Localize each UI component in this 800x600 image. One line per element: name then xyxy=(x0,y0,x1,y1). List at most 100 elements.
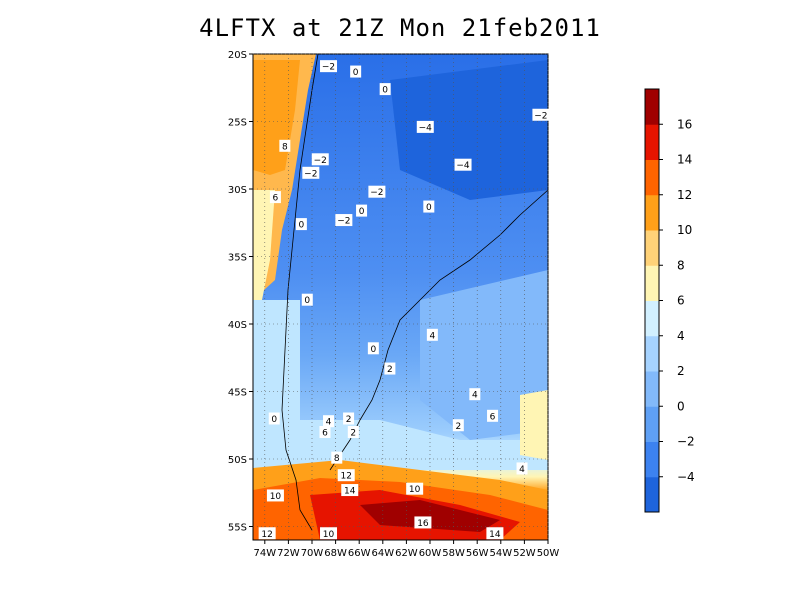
contour-label-text: 2 xyxy=(346,415,352,425)
contour-label-box xyxy=(269,191,281,204)
contour-label: 0 xyxy=(301,293,313,306)
contour-label: 4 xyxy=(426,328,438,341)
colorbar-swatch xyxy=(645,89,659,125)
field-region-south-core xyxy=(360,500,500,532)
contour-label-text: −4 xyxy=(456,161,470,171)
colorbar-swatch xyxy=(645,124,659,160)
colorbar-swatch xyxy=(645,265,659,301)
colorbar-swatch xyxy=(645,406,659,442)
contour-label-text: −2 xyxy=(314,156,327,166)
contour-label: −4 xyxy=(454,158,472,171)
contour-label-box xyxy=(379,83,391,96)
contour-label: 6 xyxy=(269,191,281,204)
lon-tick-label: 50W xyxy=(537,548,560,559)
contour-label-text: 2 xyxy=(387,365,393,375)
contour-label-text: 0 xyxy=(271,415,277,425)
contour-label-text: 0 xyxy=(299,221,305,231)
grid-lines xyxy=(253,53,549,540)
contour-label-box xyxy=(423,200,435,213)
contour-label-text: 14 xyxy=(344,487,356,497)
lon-tick-label: 66W xyxy=(348,548,371,559)
contour-label-text: 8 xyxy=(334,454,340,464)
colorbar-label: 2 xyxy=(677,364,685,378)
colorbar-label: 16 xyxy=(677,117,692,131)
map-field xyxy=(253,54,548,540)
contour-label-box xyxy=(302,166,320,179)
colorbar-label: 14 xyxy=(677,153,692,167)
contour-label-box xyxy=(516,462,528,475)
contour-label: 4 xyxy=(323,415,335,428)
contour-label: 2 xyxy=(384,362,396,375)
lon-tick-label: 54W xyxy=(489,548,512,559)
contour-label: 2 xyxy=(452,419,464,432)
contour-label-box xyxy=(367,342,379,355)
contour-label-text: 8 xyxy=(282,142,288,152)
contour-label: 0 xyxy=(268,412,280,425)
contour-label-text: 2 xyxy=(455,422,461,432)
lon-tick-label: 70W xyxy=(301,548,324,559)
contour-label-box xyxy=(384,362,396,375)
contour-label-text: 0 xyxy=(382,86,388,96)
contour-label: 14 xyxy=(486,527,504,540)
contour-label-text: 0 xyxy=(370,345,376,355)
contour-label-box xyxy=(320,527,338,540)
contour-label-text: −2 xyxy=(370,188,383,198)
contour-label-box xyxy=(319,426,331,438)
field-region-east-lightblue xyxy=(420,270,548,440)
contour-label-box xyxy=(323,415,335,428)
contour-label: 6 xyxy=(319,426,331,439)
contour-label-text: 4 xyxy=(472,391,478,401)
field-region-southeast-cream xyxy=(520,390,548,460)
contour-label: −2 xyxy=(320,60,338,73)
contour-label-text: 0 xyxy=(359,207,365,217)
lon-tick-label: 62W xyxy=(395,548,418,559)
contour-label-box xyxy=(452,419,464,432)
contour-label-box xyxy=(343,412,355,425)
contour-label: 8 xyxy=(279,139,291,152)
colorbar-label: 0 xyxy=(677,399,685,413)
contour-label-text: −4 xyxy=(419,123,433,133)
lat-tick-label: 50S xyxy=(228,455,247,466)
lat-tick-label: 35S xyxy=(228,253,247,264)
contour-label: 6 xyxy=(487,409,499,422)
contour-label: 0 xyxy=(356,204,368,217)
lat-tick-label: 30S xyxy=(228,185,247,196)
colorbar-label: 8 xyxy=(677,258,685,272)
colorbar-label: 12 xyxy=(677,188,692,202)
contour-label-box xyxy=(469,388,481,401)
contour-label-text: 10 xyxy=(409,485,421,495)
colorbar-swatch xyxy=(645,300,659,337)
lat-tick-label: 45S xyxy=(228,388,247,399)
contour-label-text: 4 xyxy=(429,331,435,341)
contour-label: 0 xyxy=(379,83,391,96)
contour-label-text: 4 xyxy=(326,418,332,428)
lon-tick-label: 60W xyxy=(419,548,442,559)
colorbar-swatch xyxy=(645,335,659,372)
lat-tick-label: 40S xyxy=(228,320,247,331)
contour-label-box xyxy=(426,328,438,341)
contour-label-box xyxy=(335,214,353,227)
contour-label-box xyxy=(266,489,284,502)
contour-label-text: 6 xyxy=(490,412,496,422)
contour-label-text: 10 xyxy=(323,530,335,540)
contour-label: 0 xyxy=(295,218,307,231)
coastline xyxy=(281,54,548,531)
contour-label-box xyxy=(368,185,386,198)
contour-label-box xyxy=(268,412,280,425)
contour-label: 0 xyxy=(350,65,362,78)
contour-label-box xyxy=(454,158,472,171)
lon-tick-label: 58W xyxy=(442,548,465,559)
colorbar-label: 6 xyxy=(677,294,685,308)
contour-label-box xyxy=(486,527,504,540)
contour-label-text: 16 xyxy=(417,519,429,529)
contour-label: 0 xyxy=(423,200,435,213)
contour-label: 14 xyxy=(341,484,359,497)
field-region-northeast-blue xyxy=(390,60,548,200)
contour-label-box xyxy=(416,120,434,133)
contour-label-box xyxy=(301,293,313,306)
lon-tick-label: 64W xyxy=(371,548,394,559)
lat-tick-label: 20S xyxy=(228,50,247,61)
contour-label: −2 xyxy=(311,153,329,166)
contour-label: 12 xyxy=(337,469,355,482)
